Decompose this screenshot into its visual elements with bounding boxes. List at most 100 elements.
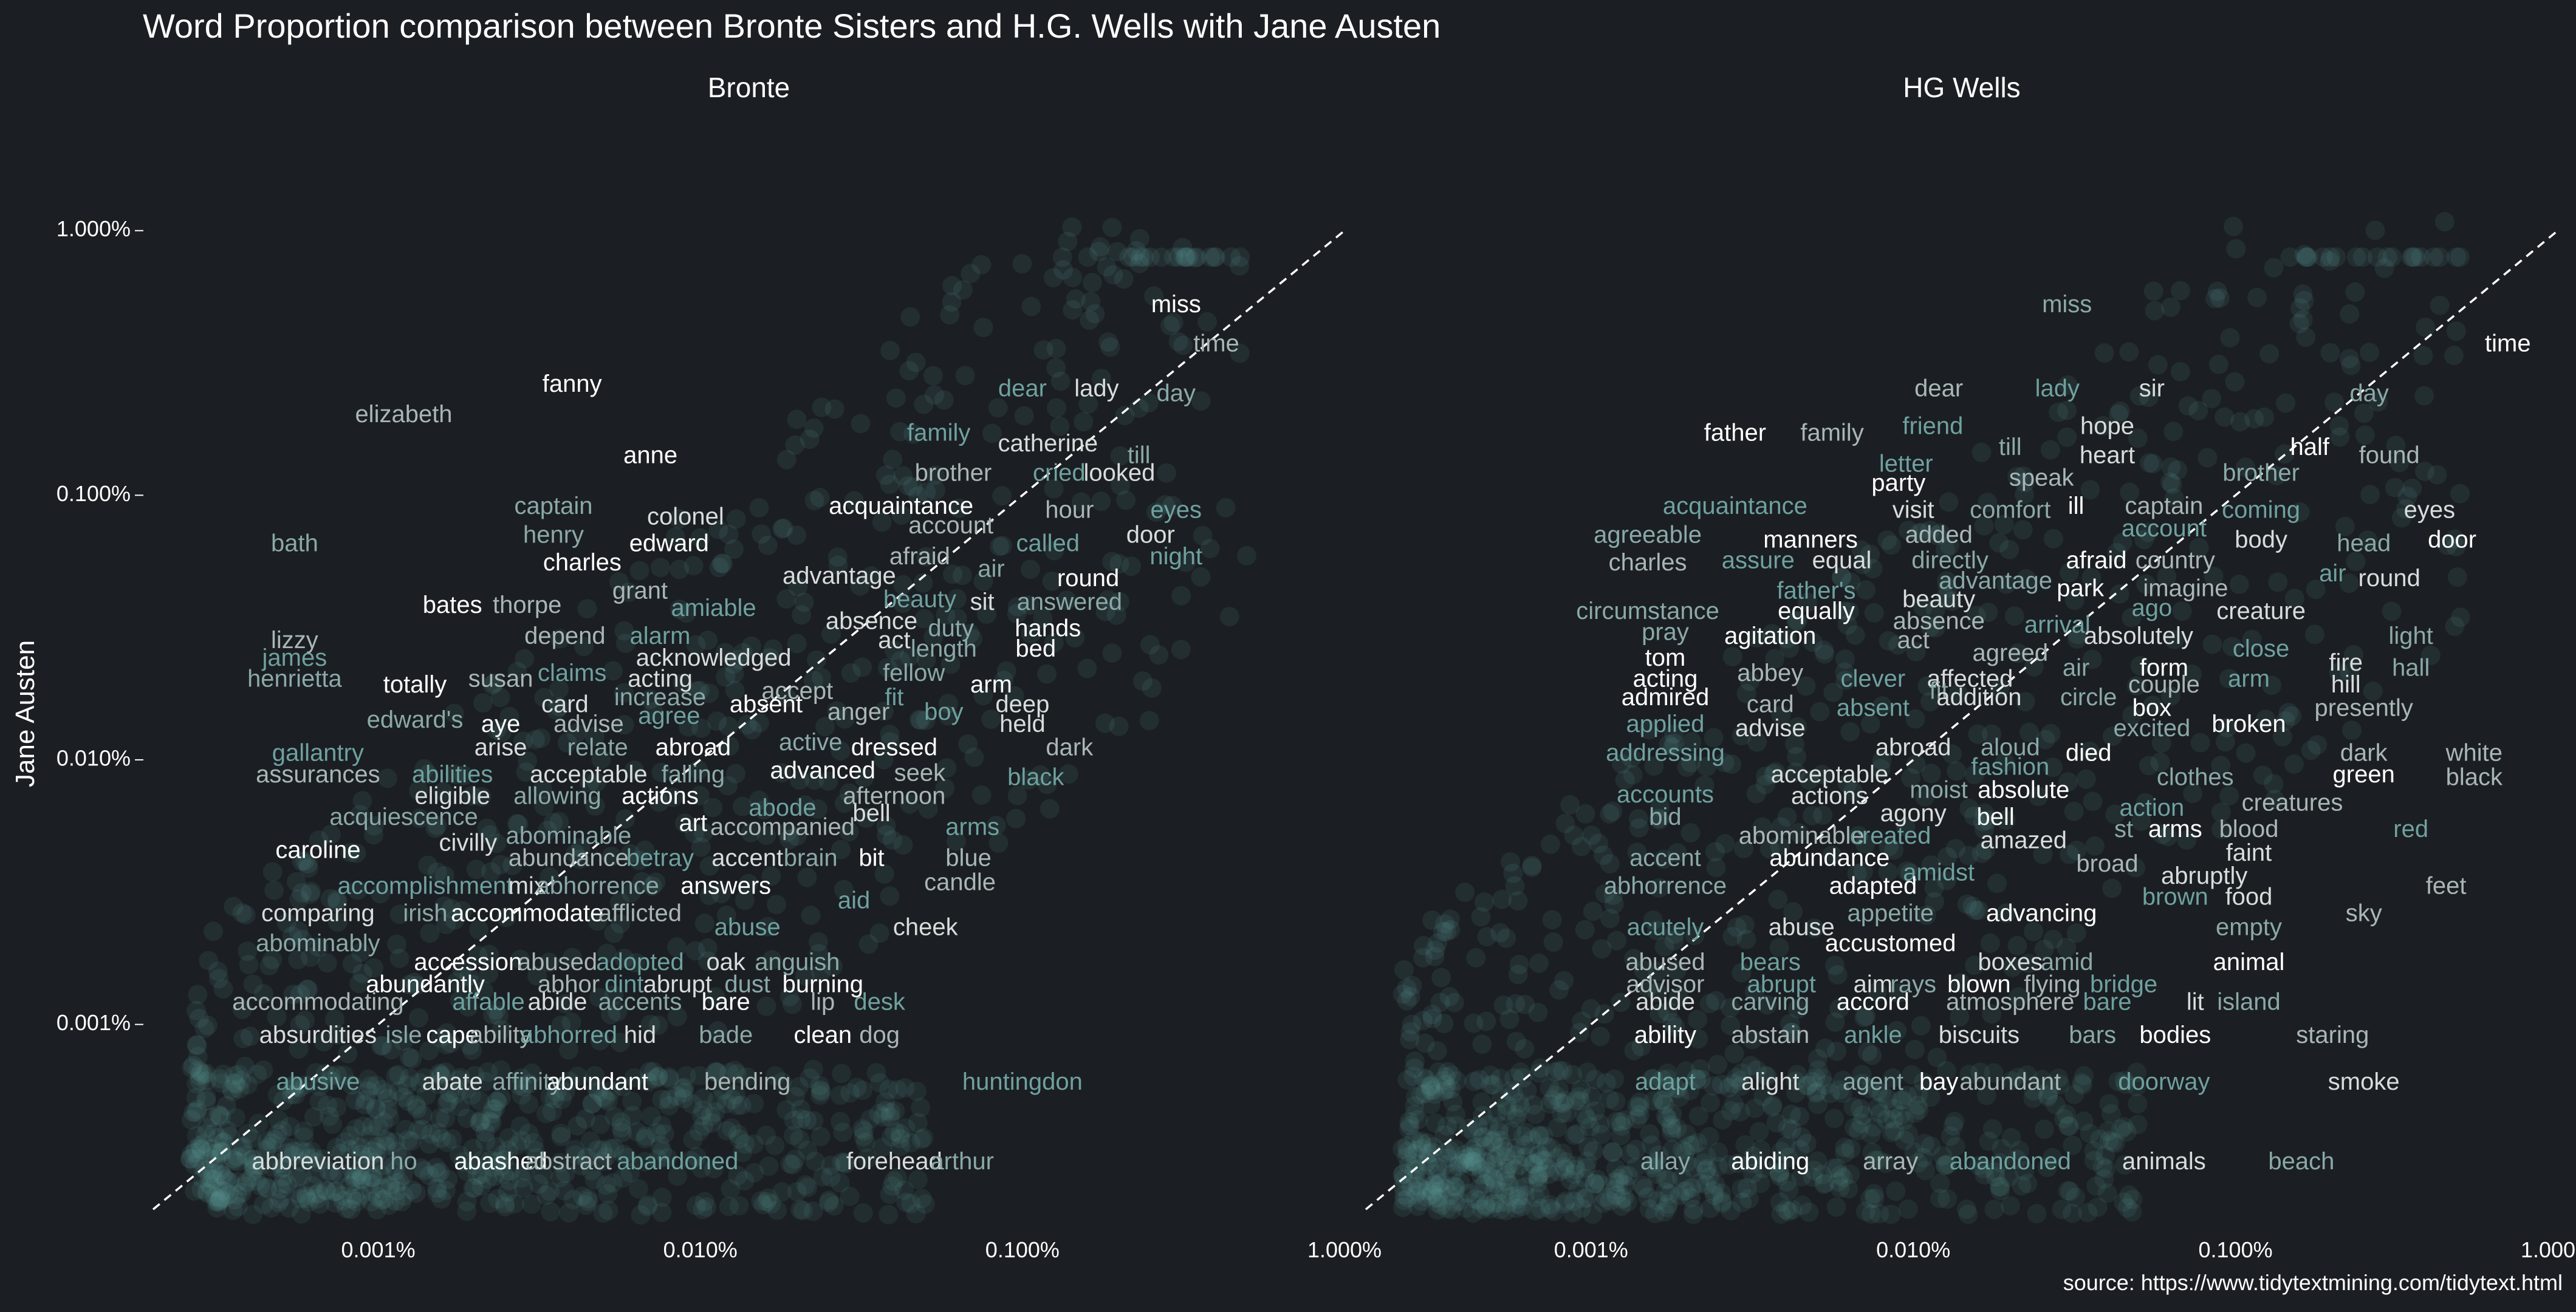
point — [1647, 921, 1667, 940]
point — [2282, 706, 2302, 726]
point — [911, 1130, 931, 1149]
point — [828, 555, 848, 575]
point — [2284, 754, 2304, 774]
point — [1574, 1189, 1594, 1209]
point — [2298, 247, 2318, 267]
point — [2445, 529, 2465, 549]
point — [2414, 462, 2434, 482]
point — [264, 880, 284, 900]
point — [480, 1112, 500, 1132]
point — [2405, 247, 2425, 267]
point — [1130, 228, 1149, 248]
point — [183, 1056, 204, 1076]
point — [1515, 1135, 1535, 1155]
chart-title: Word Proportion comparison between Bront… — [143, 7, 1440, 45]
point — [1883, 1099, 1903, 1119]
point — [208, 1192, 228, 1212]
point — [725, 680, 745, 700]
point — [1778, 1118, 1798, 1138]
point — [2102, 878, 2122, 898]
point — [515, 649, 535, 669]
point — [1109, 716, 1129, 736]
point — [204, 921, 223, 941]
point — [1553, 1093, 1573, 1113]
point — [1786, 611, 1806, 631]
point — [1414, 1167, 1434, 1187]
point — [319, 1161, 339, 1181]
point — [427, 1178, 447, 1198]
point — [2040, 440, 2060, 460]
point — [640, 1014, 660, 1034]
word-label: aloud — [1981, 734, 2040, 760]
point — [1824, 1158, 1844, 1178]
point — [659, 1069, 679, 1089]
point — [916, 547, 936, 567]
point — [1690, 1174, 1710, 1193]
point — [292, 883, 312, 903]
point — [869, 1104, 889, 1124]
point — [1662, 1104, 1682, 1124]
point — [1466, 1189, 1485, 1209]
point — [1667, 843, 1687, 863]
point — [1901, 768, 1920, 788]
point — [916, 482, 936, 502]
point — [536, 1185, 556, 1205]
point — [347, 1192, 367, 1212]
point — [683, 556, 704, 576]
point — [270, 1189, 290, 1209]
point — [1082, 273, 1102, 293]
point — [1564, 1191, 1584, 1211]
word-label: dressed — [851, 734, 937, 760]
point — [1438, 1062, 1458, 1082]
point — [996, 661, 1016, 681]
point — [1403, 1067, 1423, 1087]
word-label: arms — [945, 814, 999, 841]
point — [1843, 782, 1863, 802]
point — [1984, 1063, 2004, 1083]
point — [1476, 1195, 1496, 1215]
point — [916, 710, 936, 730]
point — [821, 624, 841, 644]
x-tick-label: 0.100% — [2199, 1237, 2273, 1262]
point — [242, 1167, 262, 1187]
word-label: accents — [598, 989, 682, 1016]
point — [988, 833, 1009, 853]
point — [1647, 983, 1667, 1002]
point — [338, 1044, 358, 1064]
point — [2013, 466, 2033, 486]
word-label: sky — [2346, 900, 2382, 926]
point — [1545, 1062, 1565, 1082]
point — [1071, 492, 1091, 512]
point — [507, 661, 527, 682]
word-label: black — [2446, 764, 2503, 790]
point — [718, 776, 738, 796]
point — [1469, 1178, 1489, 1198]
point — [971, 785, 992, 805]
point — [240, 1027, 260, 1046]
point — [2320, 251, 2340, 271]
word-label: accustomed — [1825, 930, 1956, 957]
point — [1966, 606, 1986, 626]
word-label: abiding — [1731, 1148, 1809, 1175]
point — [1792, 1127, 1812, 1147]
point — [1969, 900, 1989, 920]
point — [839, 822, 859, 842]
point — [1496, 1141, 1516, 1161]
point — [1897, 861, 1917, 881]
word-label: abstain — [1731, 1022, 1809, 1048]
point — [1176, 247, 1196, 267]
point — [1982, 724, 2002, 744]
point — [730, 1129, 750, 1149]
point — [247, 1064, 267, 1084]
word-label: father — [1704, 419, 1766, 446]
word-label: abominable — [505, 822, 631, 849]
point — [1847, 864, 1867, 884]
point — [302, 1141, 321, 1161]
point — [321, 1066, 341, 1086]
point — [385, 1161, 405, 1181]
point — [1704, 1076, 1724, 1096]
point — [210, 1187, 230, 1208]
point — [419, 764, 438, 784]
point — [1605, 1180, 1625, 1200]
point — [883, 449, 903, 470]
